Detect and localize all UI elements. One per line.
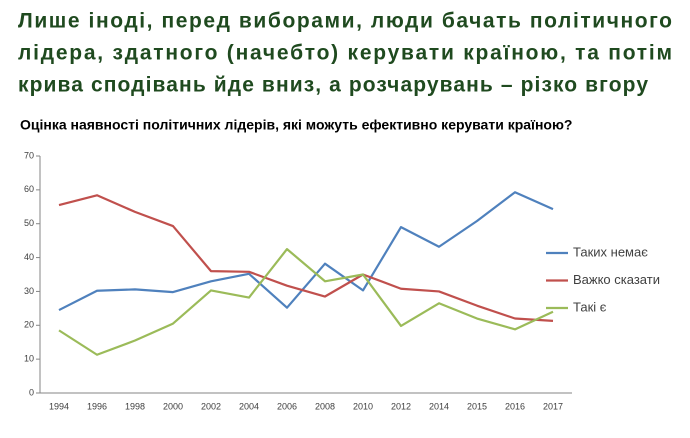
y-tick-label: 0 xyxy=(29,387,34,397)
x-tick-label: 2012 xyxy=(391,401,411,411)
y-tick-label: 40 xyxy=(24,252,34,262)
legend-label: Такі є xyxy=(573,299,607,314)
x-tick-label: 1996 xyxy=(87,401,107,411)
heading-line: крива сподівань йде вниз, а розчарувань … xyxy=(18,74,648,97)
y-tick-label: 20 xyxy=(24,320,34,330)
y-tick-label: 30 xyxy=(24,286,34,296)
y-tick-label: 60 xyxy=(24,184,34,194)
y-tick-label: 10 xyxy=(24,354,34,364)
legend-label: Таких немає xyxy=(573,244,648,259)
y-tick-label: 70 xyxy=(24,150,34,160)
legend-label: Важко сказати xyxy=(573,272,660,287)
x-tick-label: 2014 xyxy=(429,401,449,411)
x-tick-label: 1994 xyxy=(49,401,69,411)
series-line xyxy=(58,248,554,356)
x-tick-label: 2016 xyxy=(505,401,525,411)
heading-line: лідера, здатного (начебто) керувати краї… xyxy=(18,42,672,65)
y-tick-label: 50 xyxy=(24,218,34,228)
x-tick-label: 1998 xyxy=(125,401,145,411)
x-tick-label: 2010 xyxy=(353,401,373,411)
x-tick-label: 2017 xyxy=(543,401,563,411)
x-tick-label: 2015 xyxy=(467,401,487,411)
chart-title: Оцінка наявності політичних лідерів, які… xyxy=(20,117,573,133)
heading-line: Лише іноді, перед виборами, люди бачать … xyxy=(18,10,672,33)
x-tick-label: 2004 xyxy=(239,401,259,411)
series-line xyxy=(58,191,554,312)
series-line xyxy=(58,194,554,322)
x-tick-label: 2000 xyxy=(163,401,183,411)
x-tick-label: 2006 xyxy=(277,401,297,411)
x-tick-label: 2002 xyxy=(201,401,221,411)
x-tick-label: 2008 xyxy=(315,401,335,411)
